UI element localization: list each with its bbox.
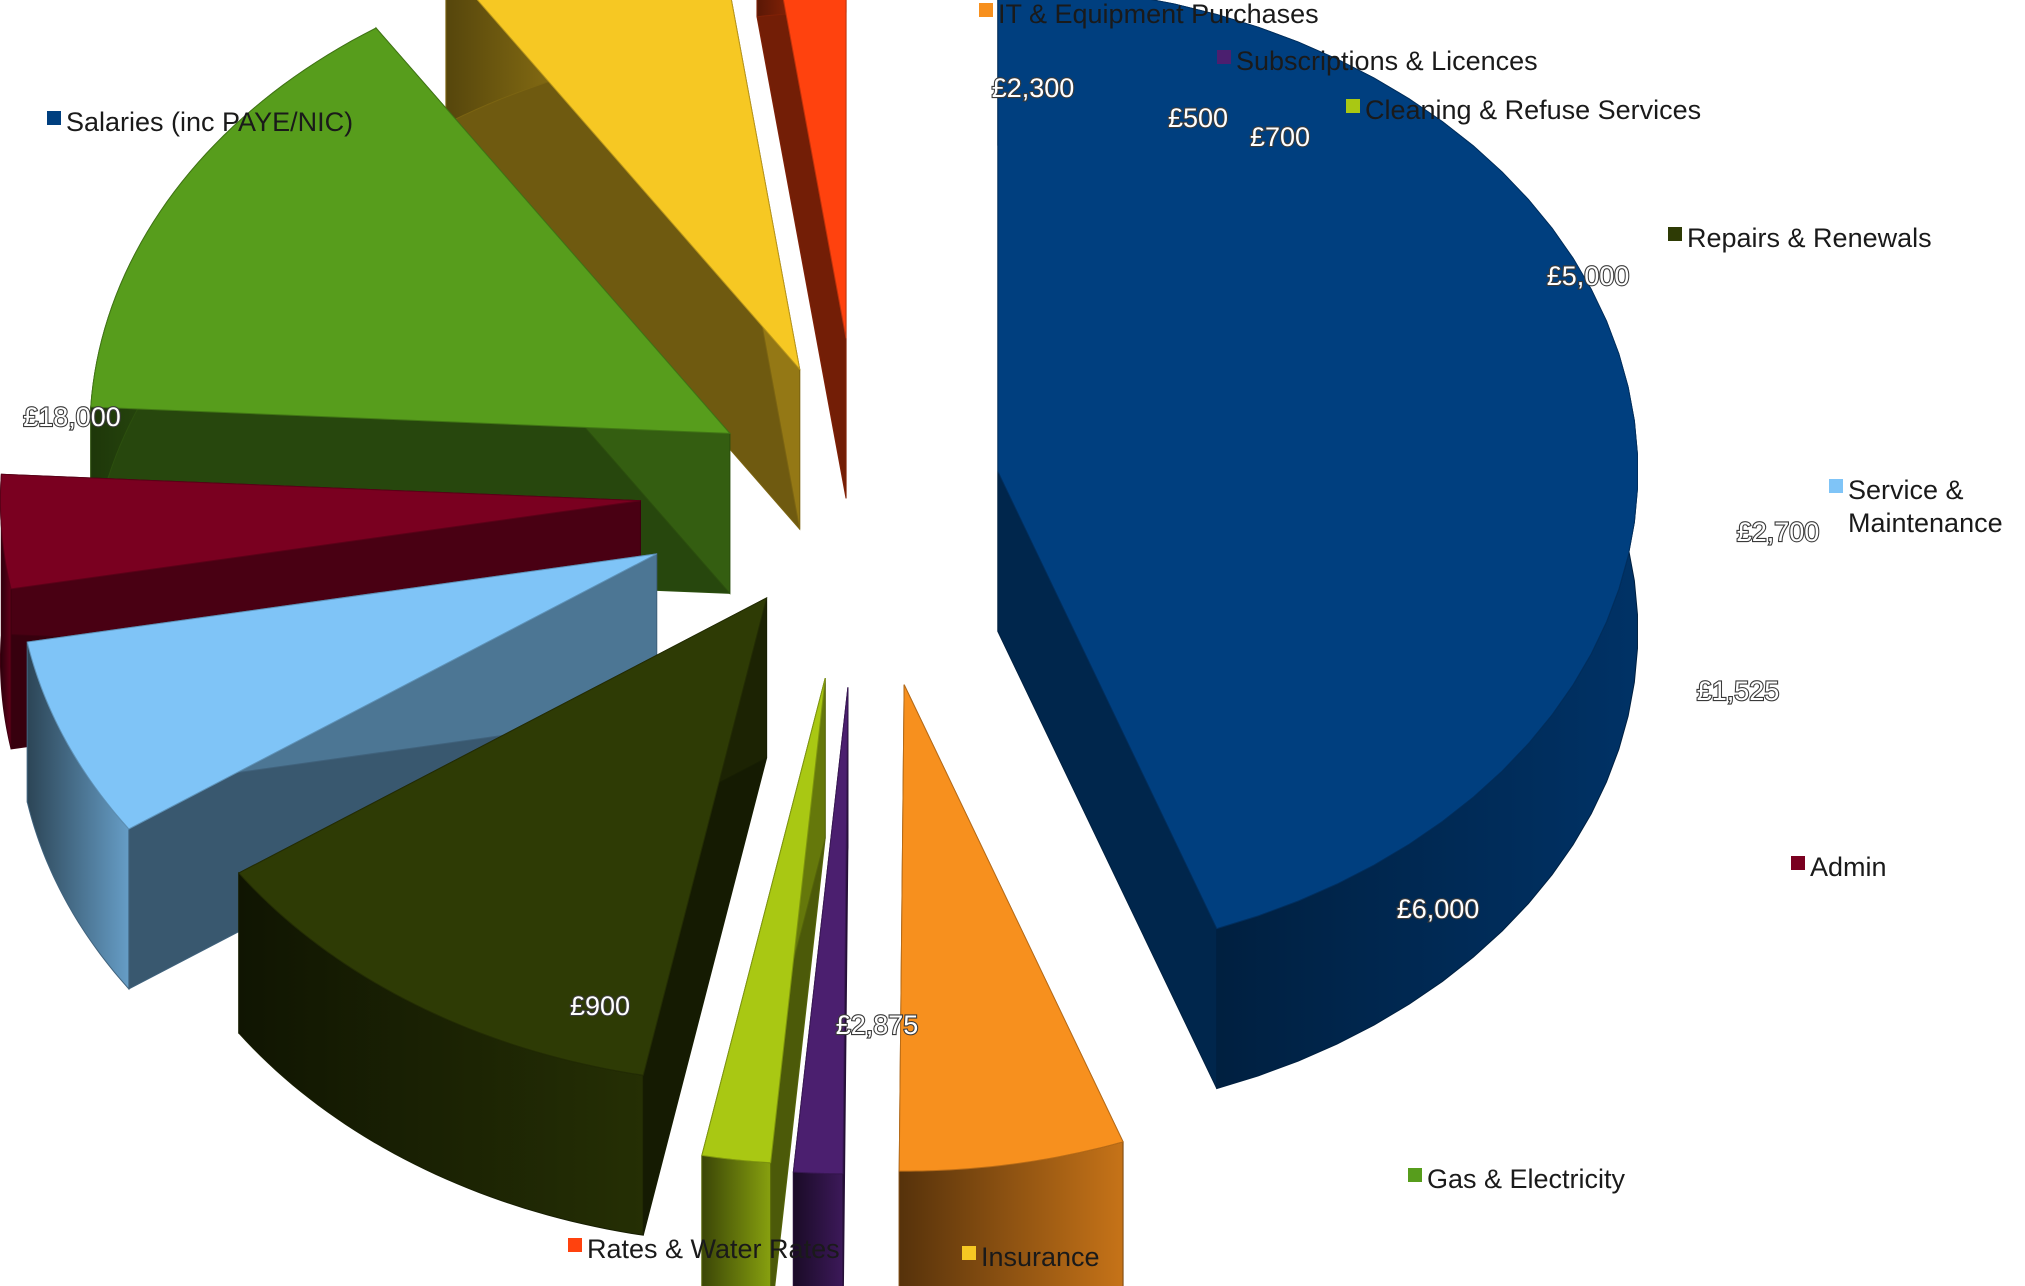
legend-text-subscriptions: Subscriptions & Licences: [1236, 46, 1538, 76]
slice-outer-wall-cleaning: [701, 1154, 772, 1286]
category-label-it: IT & Equipment Purchases: [979, 0, 1319, 29]
legend-text-rates: Rates & Water Rates: [587, 1234, 840, 1264]
category-label-cleaning: Cleaning & Refuse Services: [1346, 95, 1701, 125]
legend-swatch-gas: [1408, 1168, 1422, 1182]
category-label-subscriptions: Subscriptions & Licences: [1217, 46, 1538, 76]
value-label-salaries: £18,000: [23, 402, 121, 432]
slice-salaries: [997, 0, 1638, 930]
slice-rates: [782, 0, 847, 339]
value-label-rates: £900: [570, 991, 630, 1021]
slice-outer-wall-subscriptions: [792, 1171, 844, 1286]
legend-text-service: Service & Maintenance: [1848, 475, 2003, 538]
category-label-salaries: Salaries (inc PAYE/NIC): [47, 107, 353, 137]
legend-swatch-it: [979, 3, 993, 17]
legend-swatch-repairs: [1668, 227, 1682, 241]
legend-swatch-cleaning: [1346, 99, 1360, 113]
legend-text-gas: Gas & Electricity: [1427, 1164, 1626, 1194]
slice-service: [26, 553, 657, 830]
slice-admin: [0, 473, 641, 590]
category-label-admin: Admin: [1791, 852, 1887, 882]
legend-text-admin: Admin: [1810, 852, 1887, 882]
slice-it: [898, 684, 1124, 1172]
legend-swatch-insurance: [962, 1246, 976, 1260]
value-label-admin: £1,525: [1697, 676, 1780, 706]
category-label-service: Service & Maintenance: [1829, 475, 2003, 538]
value-labels: £18,000 £2,300 £500 £700 £5,000 £2,700 £1,525 £…: [22, 72, 1820, 1041]
slice-gas: [90, 27, 731, 434]
slice-subscriptions: [792, 687, 849, 1175]
category-labels: Salaries (inc PAYE/NIC) IT & Equipment Pu…: [47, 0, 2003, 1272]
legend-swatch-admin: [1791, 856, 1805, 870]
value-label-it: £2,300: [992, 73, 1075, 103]
value-label-subscriptions: £500: [1168, 103, 1228, 133]
category-label-repairs: Repairs & Renewals: [1668, 223, 1932, 253]
value-label-service: £2,700: [1737, 517, 1820, 547]
legend-text-repairs: Repairs & Renewals: [1687, 223, 1932, 253]
legend-text-salaries: Salaries (inc PAYE/NIC): [66, 107, 353, 137]
value-label-gas: £6,000: [1397, 894, 1480, 924]
category-label-insurance: Insurance: [962, 1242, 1100, 1272]
value-label-cleaning: £700: [1250, 122, 1310, 152]
category-label-rates: Rates & Water Rates: [568, 1234, 840, 1264]
legend-text-insurance: Insurance: [981, 1242, 1100, 1272]
legend-swatch-service: [1829, 479, 1843, 493]
slice-repairs: [237, 596, 768, 1076]
slice-cleaning: [701, 678, 826, 1164]
legend-swatch-salaries: [47, 111, 61, 125]
legend-swatch-subscriptions: [1217, 50, 1231, 64]
category-label-gas: Gas & Electricity: [1408, 1164, 1626, 1194]
legend-swatch-rates: [568, 1238, 582, 1252]
slice-insurance: [476, 0, 801, 371]
value-label-repairs: £5,000: [1547, 261, 1630, 291]
legend-text-cleaning: Cleaning & Refuse Services: [1365, 95, 1701, 125]
slice-tops: [0, 0, 1638, 1175]
legend-text-it: IT & Equipment Purchases: [998, 0, 1319, 29]
value-label-insurance: £2,875: [836, 1010, 919, 1040]
